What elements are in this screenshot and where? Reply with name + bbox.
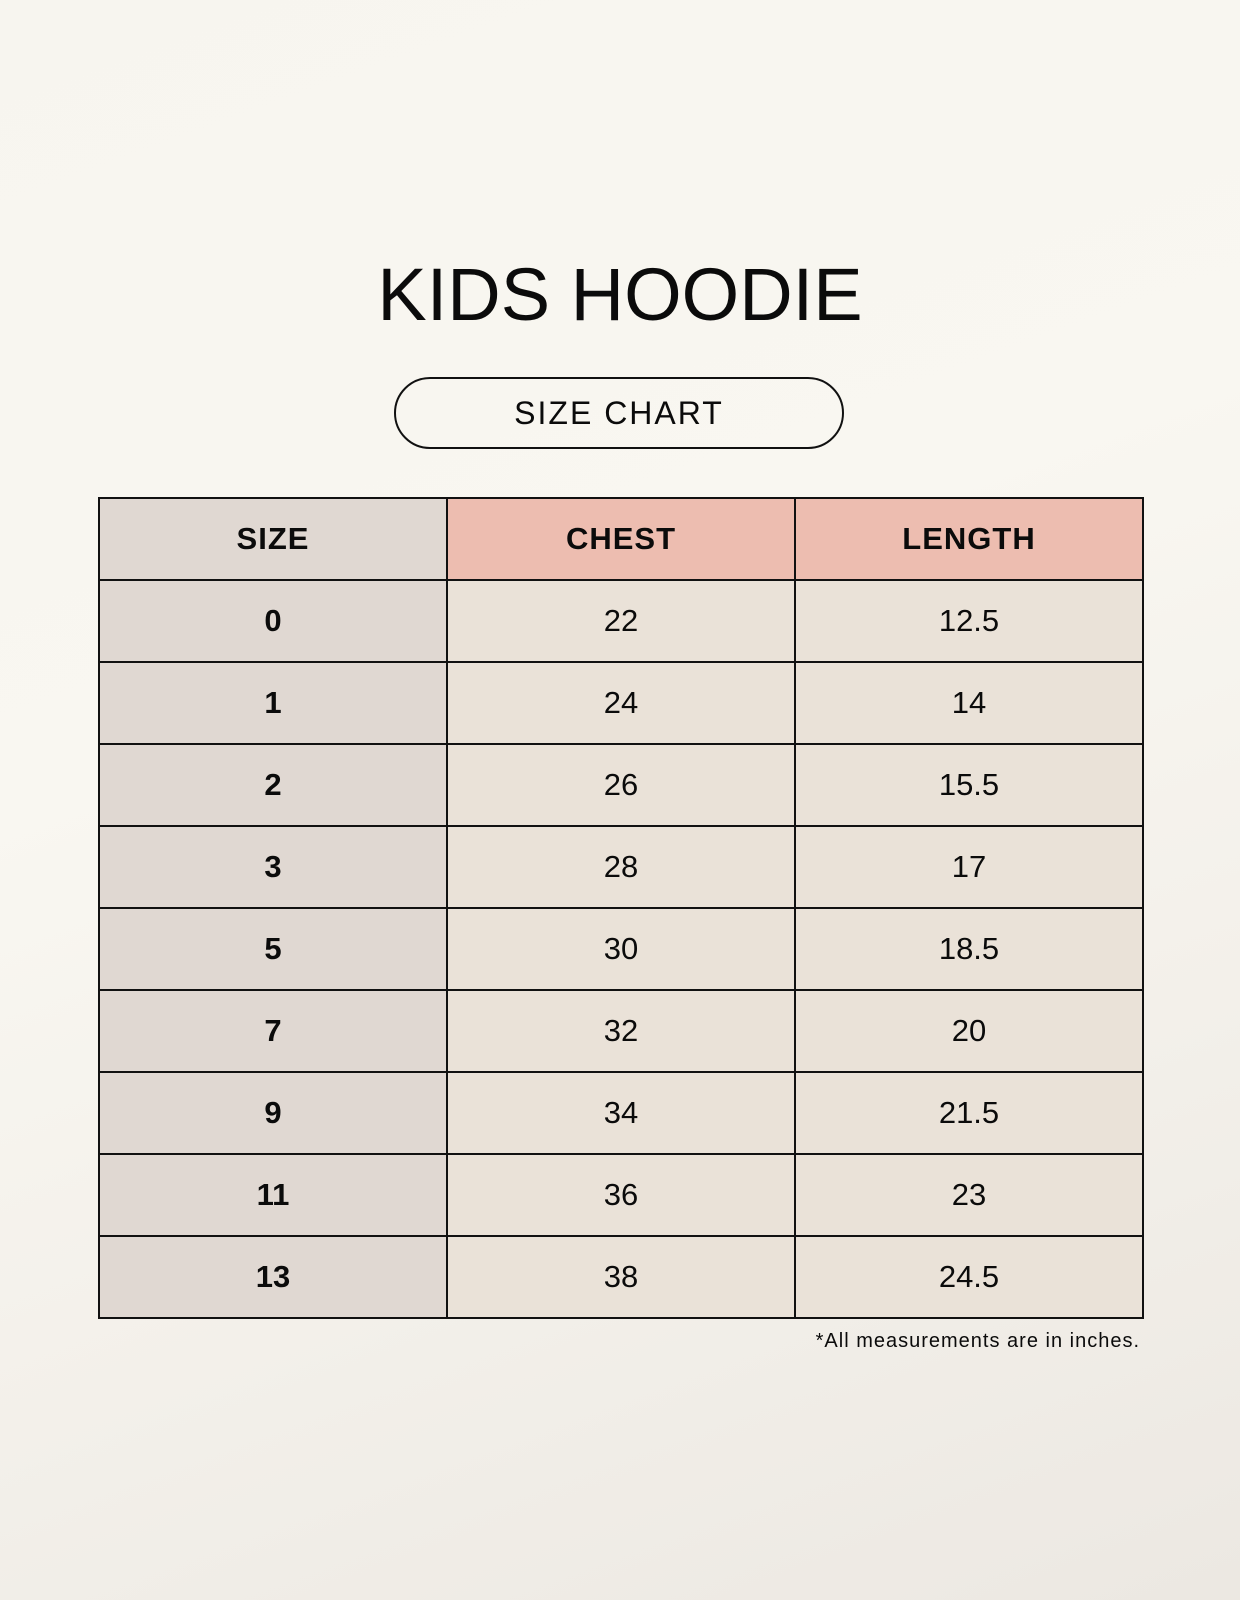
cell-length: 17 bbox=[794, 825, 1144, 909]
cell-size: 0 bbox=[98, 579, 448, 663]
cell-size: 5 bbox=[98, 907, 448, 991]
cell-size: 7 bbox=[98, 989, 448, 1073]
cell-chest: 28 bbox=[446, 825, 796, 909]
table-row: 0 22 12.5 bbox=[98, 579, 1144, 663]
table-row: 11 36 23 bbox=[98, 1153, 1144, 1237]
cell-chest: 36 bbox=[446, 1153, 796, 1237]
header-length: LENGTH bbox=[794, 497, 1144, 581]
cell-size: 13 bbox=[98, 1235, 448, 1319]
cell-size: 9 bbox=[98, 1071, 448, 1155]
table-row: 9 34 21.5 bbox=[98, 1071, 1144, 1155]
cell-size: 11 bbox=[98, 1153, 448, 1237]
table-row: 2 26 15.5 bbox=[98, 743, 1144, 827]
cell-chest: 26 bbox=[446, 743, 796, 827]
cell-length: 12.5 bbox=[794, 579, 1144, 663]
cell-length: 24.5 bbox=[794, 1235, 1144, 1319]
cell-length: 20 bbox=[794, 989, 1144, 1073]
header-chest: CHEST bbox=[446, 497, 796, 581]
cell-size: 3 bbox=[98, 825, 448, 909]
table-row: 7 32 20 bbox=[98, 989, 1144, 1073]
cell-chest: 34 bbox=[446, 1071, 796, 1155]
table-row: 1 24 14 bbox=[98, 661, 1144, 745]
cell-chest: 30 bbox=[446, 907, 796, 991]
cell-chest: 22 bbox=[446, 579, 796, 663]
cell-length: 14 bbox=[794, 661, 1144, 745]
table-row: 5 30 18.5 bbox=[98, 907, 1144, 991]
cell-chest: 38 bbox=[446, 1235, 796, 1319]
table-header-row: SIZE CHEST LENGTH bbox=[98, 497, 1144, 581]
footnote: *All measurements are in inches. bbox=[815, 1330, 1140, 1352]
cell-length: 18.5 bbox=[794, 907, 1144, 991]
table-row: 13 38 24.5 bbox=[98, 1235, 1144, 1319]
size-chart-label: SIZE CHART bbox=[394, 377, 844, 449]
cell-chest: 24 bbox=[446, 661, 796, 745]
cell-length: 23 bbox=[794, 1153, 1144, 1237]
cell-size: 2 bbox=[98, 743, 448, 827]
size-table: SIZE CHEST LENGTH 0 22 12.5 1 24 14 2 26 15.5 3 28… bbox=[98, 497, 1144, 1319]
cell-chest: 32 bbox=[446, 989, 796, 1073]
cell-length: 21.5 bbox=[794, 1071, 1144, 1155]
cell-length: 15.5 bbox=[794, 743, 1144, 827]
page-title: KIDS HOODIE bbox=[377, 253, 863, 336]
table-row: 3 28 17 bbox=[98, 825, 1144, 909]
header-size: SIZE bbox=[98, 497, 448, 581]
cell-size: 1 bbox=[98, 661, 448, 745]
